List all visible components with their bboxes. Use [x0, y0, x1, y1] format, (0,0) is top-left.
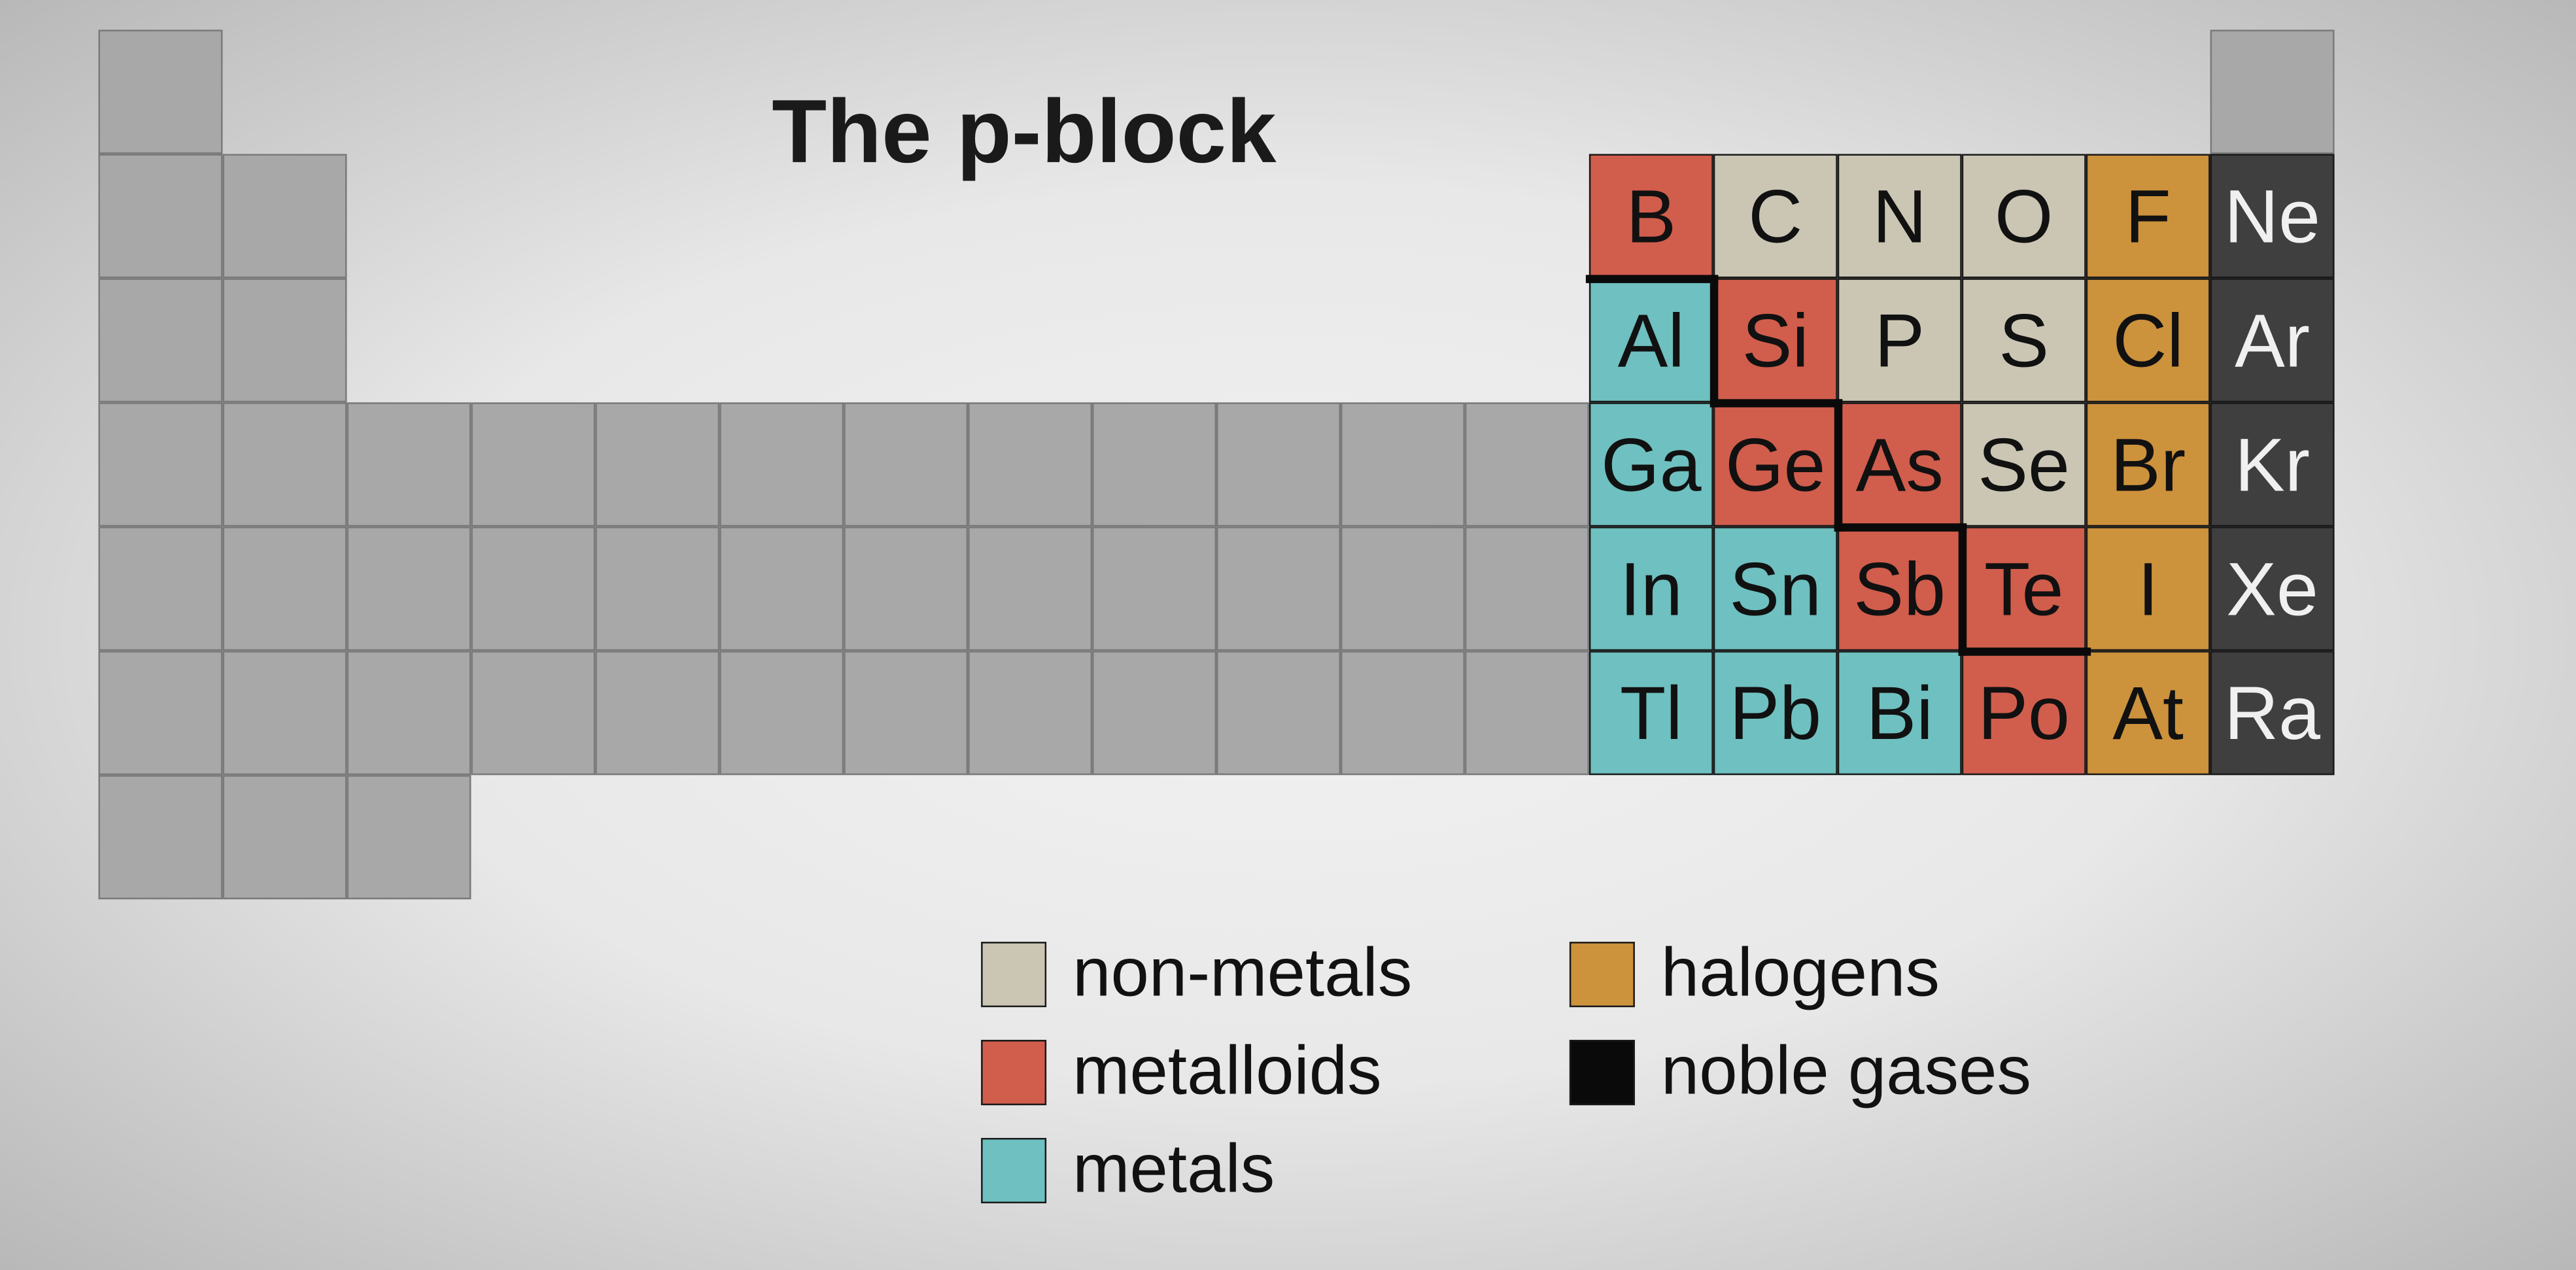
staircase-segment — [1833, 398, 1841, 530]
element-cell-f: F — [2086, 154, 2210, 278]
grey-cell — [1216, 651, 1341, 775]
grey-cell — [844, 402, 968, 526]
legend-label-halogen: halogens — [1660, 933, 1939, 1012]
grey-cell — [968, 402, 1092, 526]
grey-cell — [2210, 29, 2334, 154]
grey-cell — [968, 526, 1092, 651]
grey-cell — [347, 651, 471, 775]
grey-cell — [222, 154, 347, 278]
grey-cell — [1340, 526, 1464, 651]
staircase-segment — [1709, 398, 1841, 406]
element-cell-ge: Ge — [1713, 402, 1837, 526]
grey-cell — [595, 651, 719, 775]
element-cell-p: P — [1837, 278, 1961, 402]
grey-cell — [222, 278, 347, 402]
element-cell-ne: Ne — [2210, 154, 2334, 278]
grey-cell — [968, 651, 1092, 775]
grey-cell — [1464, 651, 1589, 775]
grey-cell — [222, 651, 347, 775]
staircase-segment — [1709, 274, 1717, 406]
element-cell-te: Te — [1961, 526, 2086, 651]
element-cell-cl: Cl — [2086, 278, 2210, 402]
element-cell-n: N — [1837, 154, 1961, 278]
grey-cell — [98, 526, 222, 651]
staircase-segment — [1957, 523, 1965, 655]
staircase-segment — [1585, 274, 1717, 282]
grey-cell — [222, 526, 347, 651]
grey-cell — [98, 29, 222, 154]
grey-cell — [347, 526, 471, 651]
element-cell-tl: Tl — [1589, 651, 1713, 775]
grey-cell — [347, 402, 471, 526]
grey-cell — [1340, 651, 1464, 775]
grey-cell — [222, 402, 347, 526]
element-cell-ar: Ar — [2210, 278, 2334, 402]
periodic-table-pblock-diagram: The p-block BCNOFNe AlSiPSClAr GaGeAsSeBrKr… — [0, 0, 2576, 1270]
grey-cell — [1464, 402, 1589, 526]
element-cell-kr: Kr — [2210, 402, 2334, 526]
grey-cell — [1464, 526, 1589, 651]
grey-cell — [1092, 402, 1216, 526]
grey-cell — [719, 526, 844, 651]
grey-cell — [98, 278, 222, 402]
element-cell-sn: Sn — [1713, 526, 1837, 651]
element-cell-i: I — [2086, 526, 2210, 651]
grey-cell — [471, 402, 595, 526]
legend-swatch-metalloid — [981, 1040, 1046, 1105]
grey-cell — [98, 402, 222, 526]
element-cell-pb: Pb — [1713, 651, 1837, 775]
legend-swatch-noble — [1569, 1040, 1634, 1105]
element-cell-ra: Ra — [2210, 651, 2334, 775]
staircase-segment — [1957, 646, 2089, 654]
element-cell-s: S — [1961, 278, 2086, 402]
grey-cell — [1216, 526, 1341, 651]
element-cell-at: At — [2086, 651, 2210, 775]
legend-label-nonmetal: non-metals — [1073, 933, 1412, 1012]
element-cell-bi: Bi — [1837, 651, 1961, 775]
element-cell-b: B — [1589, 154, 1713, 278]
grey-cell — [719, 402, 844, 526]
grey-cell — [1092, 651, 1216, 775]
element-cell-si: Si — [1713, 278, 1837, 402]
grey-cell — [98, 651, 222, 775]
grey-cell — [844, 651, 968, 775]
grey-cell — [471, 651, 595, 775]
grey-cell — [719, 651, 844, 775]
element-cell-in: In — [1589, 526, 1713, 651]
legend-label-metalloid: metalloids — [1073, 1031, 1382, 1110]
element-cell-po: Po — [1961, 651, 2086, 775]
staircase-segment — [1833, 523, 1965, 530]
element-cell-o: O — [1961, 154, 2086, 278]
grey-cell — [347, 775, 471, 899]
diagram-title: The p-block — [772, 78, 1276, 183]
element-cell-br: Br — [2086, 402, 2210, 526]
element-cell-ga: Ga — [1589, 402, 1713, 526]
grey-cell — [844, 526, 968, 651]
element-cell-xe: Xe — [2210, 526, 2334, 651]
grey-cell — [222, 775, 347, 899]
legend-swatch-metal — [981, 1138, 1046, 1203]
legend-label-noble: noble gases — [1660, 1031, 2031, 1110]
grey-cell — [98, 775, 222, 899]
legend-label-metal: metals — [1073, 1129, 1275, 1208]
grey-cell — [471, 526, 595, 651]
element-cell-al: Al — [1589, 278, 1713, 402]
legend-swatch-nonmetal — [981, 942, 1046, 1007]
legend-swatch-halogen — [1569, 942, 1634, 1007]
grey-cell — [595, 526, 719, 651]
grey-cell — [1340, 402, 1464, 526]
grey-cell — [595, 402, 719, 526]
grey-cell — [1092, 526, 1216, 651]
element-cell-as: As — [1837, 402, 1961, 526]
grey-cell — [98, 154, 222, 278]
grey-cell — [1216, 402, 1341, 526]
element-cell-c: C — [1713, 154, 1837, 278]
element-cell-se: Se — [1961, 402, 2086, 526]
element-cell-sb: Sb — [1837, 526, 1961, 651]
